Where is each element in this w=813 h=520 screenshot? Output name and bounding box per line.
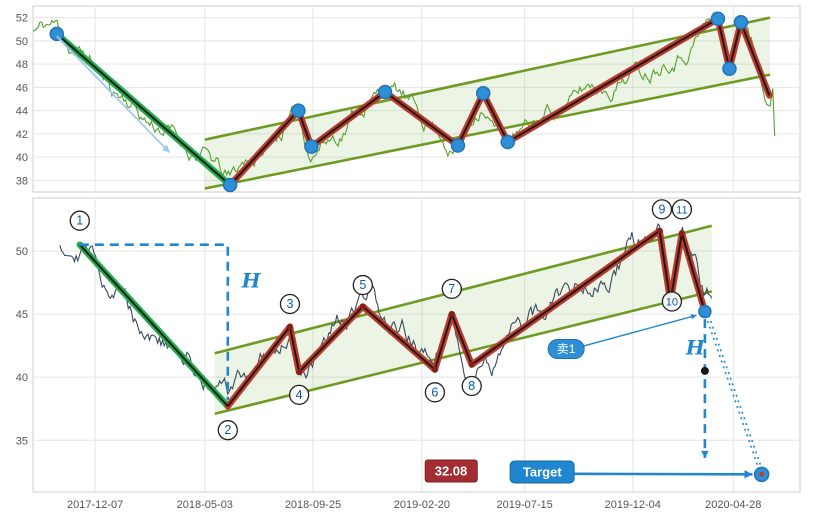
wave-circle-10[interactable]: 10 (661, 291, 683, 312)
sell-signal-arrow (581, 314, 697, 348)
h-measure-label-2: H (685, 335, 706, 359)
wave-circle-9[interactable]: 9 (651, 199, 673, 220)
x-axis-label: 2018-09-25 (285, 499, 341, 511)
pivot-dot-3[interactable] (291, 103, 306, 118)
y-axis-label: 35 (16, 435, 28, 447)
wave-number-label: 3 (286, 297, 293, 311)
pivot-dot-6[interactable] (431, 366, 438, 373)
target-arrow (572, 472, 753, 476)
price-series-weekly (33, 11, 776, 177)
pivot-dot-5[interactable] (377, 84, 393, 100)
pivot-dot-5[interactable] (359, 303, 366, 310)
current-price-dot[interactable] (698, 304, 712, 319)
wave-number-label: 7 (448, 282, 455, 296)
y-axis-label: 42 (16, 129, 28, 141)
downtrend-core-line (79, 244, 229, 407)
y-axis-label: 46 (16, 82, 28, 94)
y-axis-label: 45 (16, 309, 28, 321)
measure-arrowhead-icon (701, 450, 709, 458)
trend-channel-fill (214, 225, 712, 414)
wave-number-label: 8 (468, 379, 475, 393)
height-measure-line-1[interactable] (79, 243, 230, 400)
wave-circle-2[interactable]: 2 (217, 420, 238, 441)
decline-measure-arrow (56, 35, 171, 154)
panel-border (32, 5, 801, 193)
wave-number-label: 11 (676, 204, 687, 216)
x-axis-label: 2020-04-28 (705, 499, 761, 511)
y-axis-label: 48 (16, 59, 28, 71)
panel-weekly: 38 40 42 44 46 48 50 52 (16, 5, 801, 193)
wave-circle-6[interactable]: 6 (424, 382, 446, 403)
pivot-dot-8[interactable] (468, 361, 475, 368)
pivot-dot-4[interactable] (304, 139, 319, 154)
target-arrowhead-icon (744, 469, 753, 479)
x-axis-label: 2019-12-04 (605, 499, 661, 511)
wave-number-label: 6 (431, 385, 438, 399)
wave-circle-4[interactable]: 4 (288, 384, 310, 405)
pivot-dot-4[interactable] (296, 369, 303, 376)
wave-number-label: 9 (658, 202, 665, 216)
pivot-dot-6[interactable] (450, 138, 466, 153)
target-price-label: 32.08 (424, 459, 478, 483)
x-axis-label: 2019-02-20 (394, 499, 450, 511)
downtrend-core-line (56, 33, 231, 186)
wave-number-label: 5 (359, 278, 366, 292)
wave-circle-5[interactable]: 5 (352, 274, 373, 296)
wave-circle-1[interactable]: 1 (69, 210, 90, 231)
wave-circle-11[interactable]: 11 (671, 199, 693, 220)
x-axis-label: 2017-12-07 (67, 499, 123, 511)
pivot-dot-9[interactable] (656, 227, 663, 234)
sell-signal-badge[interactable]: 卖1 (547, 339, 585, 360)
pivot-dot-9[interactable] (710, 11, 726, 27)
x-axis-label: 2018-05-03 (177, 499, 233, 511)
pivot-dot-2[interactable] (222, 177, 238, 193)
pivot-dot-1[interactable] (49, 26, 65, 42)
y-axis-label: 52 (16, 13, 28, 25)
pivot-dot-11[interactable] (678, 230, 685, 237)
channel-lower-line[interactable] (204, 73, 771, 190)
y-axis-label: 44 (16, 106, 28, 118)
y-axis-label: 50 (16, 246, 28, 258)
decline-arrowhead-icon (161, 144, 170, 153)
pivot-dot-8[interactable] (500, 134, 516, 150)
pivot-dot-3[interactable] (286, 323, 293, 330)
wave-number-label: 1 (76, 214, 83, 228)
wave-number-label: 2 (224, 423, 231, 437)
pivot-dot-7[interactable] (448, 311, 455, 318)
target-dot-center (759, 471, 765, 477)
y-axis-label: 40 (16, 152, 28, 164)
wave-circle-7[interactable]: 7 (441, 278, 462, 299)
x-axis-label: 2019-07-15 (497, 499, 553, 511)
h-measure-label-1: H (241, 269, 262, 293)
channel-upper-line[interactable] (214, 224, 713, 355)
wave-circle-3[interactable]: 3 (279, 293, 301, 315)
y-axis-label: 38 (16, 175, 28, 187)
measure-handle-dot[interactable] (700, 366, 709, 375)
wave-number-label: 10 (666, 296, 678, 308)
pivot-dot-7[interactable] (475, 85, 491, 101)
sell-arrowhead-icon (690, 313, 697, 320)
target-button[interactable]: Target (509, 460, 575, 484)
pivot-dot-10[interactable] (722, 61, 737, 77)
wave-number-label: 4 (296, 388, 303, 402)
pivot-dot-11[interactable] (733, 15, 749, 30)
wave-circle-8[interactable]: 8 (461, 375, 482, 397)
y-axis-label: 50 (16, 36, 28, 48)
y-axis-label: 40 (16, 372, 28, 384)
